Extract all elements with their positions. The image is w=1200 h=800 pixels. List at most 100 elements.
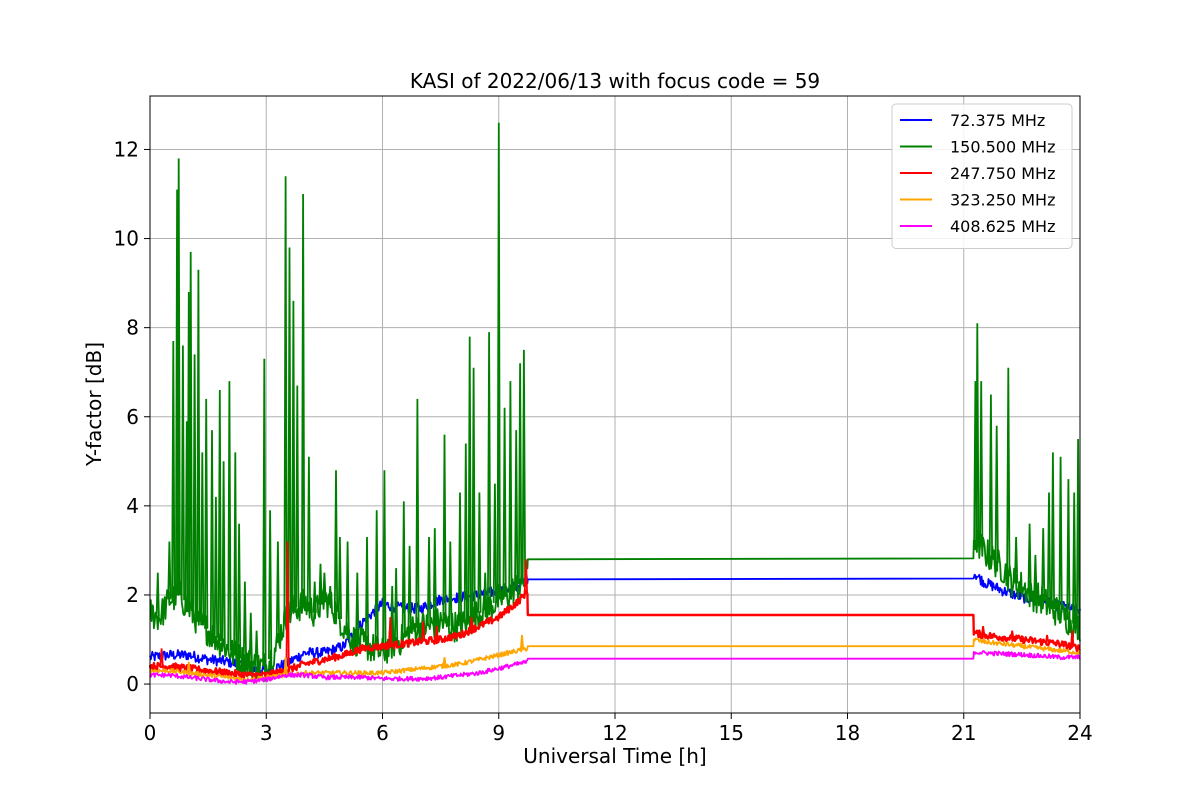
series-spike bbox=[467, 336, 472, 622]
legend-label: 247.750 MHz bbox=[950, 164, 1055, 183]
series-spike bbox=[442, 657, 447, 666]
series-spike bbox=[382, 470, 387, 652]
series-spike bbox=[1076, 438, 1081, 626]
series-spike bbox=[176, 158, 181, 596]
series-spike bbox=[1070, 630, 1075, 647]
series-spike bbox=[415, 398, 420, 628]
series-spike bbox=[283, 176, 288, 618]
series-spike bbox=[487, 332, 492, 609]
series-spike bbox=[345, 541, 350, 632]
series-spike bbox=[994, 425, 999, 563]
series-4 bbox=[149, 650, 1081, 685]
series-spike bbox=[295, 385, 300, 608]
series-spike bbox=[328, 585, 333, 605]
series-spike bbox=[1046, 492, 1052, 607]
series-spike bbox=[217, 389, 222, 642]
x-axis-label: Universal Time [h] bbox=[523, 744, 706, 768]
series-spike bbox=[1033, 554, 1038, 597]
x-tick-label: 24 bbox=[1067, 721, 1092, 745]
x-tick-label: 9 bbox=[492, 721, 505, 745]
series-line bbox=[148, 589, 1081, 680]
y-tick-label: 4 bbox=[126, 494, 139, 518]
series-2 bbox=[148, 541, 1081, 680]
series-spike bbox=[1041, 528, 1046, 602]
series-spike bbox=[186, 661, 191, 673]
series-spike bbox=[262, 358, 267, 667]
series-spike bbox=[155, 572, 160, 617]
legend: 72.375 MHz 150.500 MHz 247.750 MHz 323.250 … bbox=[891, 103, 1073, 249]
legend-label: 408.625 MHz bbox=[950, 217, 1055, 236]
x-tick-label: 12 bbox=[602, 721, 627, 745]
series-spike bbox=[457, 492, 463, 627]
series-spike bbox=[1050, 452, 1055, 610]
series-spike bbox=[322, 572, 327, 600]
series-spike bbox=[312, 581, 317, 613]
series-spike bbox=[188, 251, 193, 612]
chart-title: KASI of 2022/06/13 with focus code = 59 bbox=[410, 69, 820, 93]
y-tick-label: 10 bbox=[114, 227, 139, 251]
series-spike bbox=[301, 193, 306, 605]
series-spike bbox=[492, 483, 497, 604]
series-spike bbox=[209, 430, 215, 635]
series-spike bbox=[242, 581, 247, 661]
series-layer bbox=[148, 122, 1081, 685]
series-spike bbox=[981, 625, 986, 636]
series-spike bbox=[374, 510, 379, 651]
series-spike bbox=[171, 340, 176, 598]
y-tick-label: 8 bbox=[126, 316, 139, 340]
y-tick-label: 6 bbox=[126, 405, 139, 429]
series-spike bbox=[287, 247, 292, 614]
series-spike bbox=[979, 381, 984, 548]
series-spike bbox=[254, 630, 259, 667]
series-spike bbox=[975, 323, 980, 543]
series-spike bbox=[355, 572, 360, 642]
legend-label: 323.250 MHz bbox=[950, 191, 1055, 210]
legend-box bbox=[891, 103, 1073, 249]
x-tick-label: 6 bbox=[376, 721, 389, 745]
series-spike bbox=[306, 456, 311, 608]
series-spike bbox=[227, 381, 232, 651]
series-spike bbox=[248, 612, 253, 664]
series-line bbox=[149, 637, 1081, 683]
series-spike bbox=[1066, 479, 1071, 620]
y-tick-label: 12 bbox=[114, 137, 139, 161]
series-spike bbox=[483, 572, 488, 611]
series-spike bbox=[1072, 492, 1077, 624]
series-spike bbox=[388, 617, 393, 646]
series-spike bbox=[426, 536, 432, 627]
series-spike bbox=[1006, 367, 1011, 577]
legend-label: 72.375 MHz bbox=[950, 111, 1045, 130]
series-spike bbox=[394, 568, 399, 643]
series-spike bbox=[1058, 456, 1063, 613]
series-spike bbox=[988, 394, 993, 558]
series-spike bbox=[471, 367, 476, 619]
series-spike bbox=[508, 381, 513, 594]
series-spike bbox=[221, 461, 226, 645]
y-tick-label: 2 bbox=[126, 583, 139, 607]
series-spike bbox=[291, 300, 296, 611]
series-spike bbox=[268, 510, 273, 660]
series-spike bbox=[496, 122, 501, 600]
series-spike bbox=[407, 545, 412, 633]
series-spike bbox=[469, 617, 474, 630]
series-3 bbox=[149, 634, 1081, 683]
series-spike bbox=[477, 492, 482, 613]
series-spike bbox=[285, 541, 290, 671]
y-axis-label: Y-factor [dB] bbox=[82, 342, 106, 467]
x-tick-label: 3 bbox=[260, 721, 273, 745]
series-spike bbox=[463, 443, 468, 624]
series-spike bbox=[204, 398, 209, 629]
series-spike bbox=[167, 541, 172, 600]
series-spike bbox=[233, 452, 238, 656]
series-spike bbox=[401, 501, 406, 638]
series-1 bbox=[149, 122, 1081, 682]
series-spike bbox=[275, 541, 280, 643]
series-spike bbox=[523, 559, 528, 593]
series-spike bbox=[213, 496, 218, 638]
series-spike bbox=[514, 430, 519, 588]
series-spike bbox=[521, 349, 526, 581]
y-tick-label: 0 bbox=[126, 672, 139, 696]
series-spike bbox=[180, 345, 185, 601]
